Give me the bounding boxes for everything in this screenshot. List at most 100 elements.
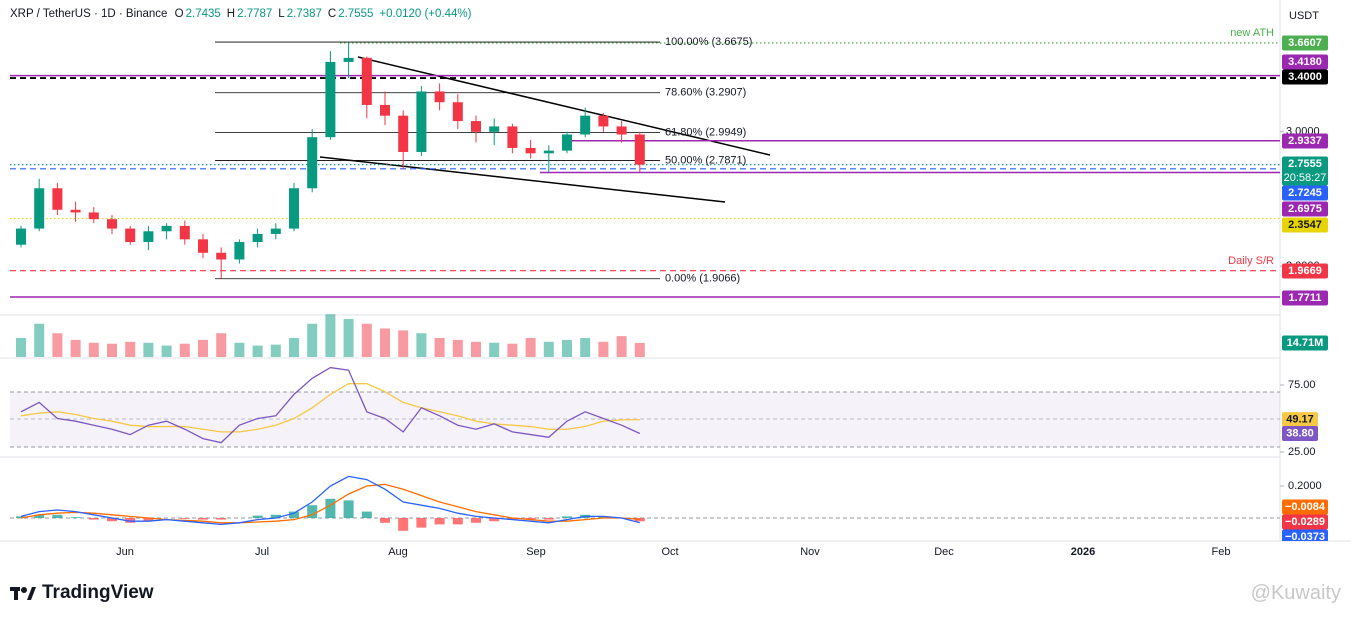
macd-labels: −0.0084 −0.0289 −0.0373 [1282,499,1328,543]
price-label-box [1282,35,1328,51]
volume-bar [52,333,63,357]
volume-bar [598,341,609,357]
candle-body [598,115,609,127]
macd-histogram [343,500,354,518]
candle-body [216,252,227,260]
macd-histogram [143,518,154,522]
candle-body [107,219,117,229]
signal-line [20,483,640,524]
macd-histogram [380,518,390,523]
macd-histogram [562,516,572,518]
candle-body [562,134,572,151]
ohlc-value: 2.7555 [338,8,374,20]
macd-histogram [452,518,463,525]
x-tick-label: Sep [526,546,546,558]
candle-body [452,102,463,122]
price-label: 3.4000 [1288,71,1322,83]
candle-body [471,121,481,132]
x-tick-label: Jul [255,546,269,558]
macd-histogram [525,518,536,520]
candle-body [34,188,45,229]
volume-bar [562,339,572,357]
ohlc-key: L [278,8,285,20]
volume-bar [580,338,591,357]
x-tick-label: Dec [934,546,954,558]
candle-body [252,233,263,243]
macd-label: −0.0084 [1285,501,1326,513]
candle-body [325,61,336,138]
macd-histogram [179,518,190,519]
price-label-box [1282,185,1328,201]
price-label: 2.7245 [1288,187,1322,199]
candle-body [70,209,81,213]
change: +0.0120 (+0.44%) [379,8,472,20]
volume-bar [434,338,445,357]
candle-body [52,188,63,210]
volume-bar [234,342,245,357]
ohlc-key: O [174,8,184,20]
ohlc-key: H [226,8,236,20]
price-label-box [1282,217,1328,233]
candle-body [198,239,208,253]
currency: USDT [1289,10,1319,22]
ohlc-value: 2.7787 [237,8,273,20]
macd-histogram [198,518,208,520]
rsi-ma-line [20,383,640,433]
macd-histogram [252,515,263,518]
candle-body [161,225,172,232]
candle-body [234,242,245,260]
volume-bar [88,342,99,357]
macd-histogram [325,498,336,518]
rsi-line [20,366,641,444]
volume-bar [380,328,390,357]
x-tick-label: 2026 [1071,546,1095,558]
price-label-box [1282,263,1328,279]
volume-bar [525,338,536,357]
macd-histogram [88,518,99,520]
candle-body [361,57,372,105]
volume-bar [634,343,645,357]
macd-label-box [1282,529,1328,541]
macd-label-box [1282,514,1328,530]
x-tick-label: Jun [116,546,134,558]
price-label: 1.9669 [1288,265,1322,277]
macd-histogram [289,511,299,518]
candle-body [143,231,154,243]
countdown: 20:58:27 [1284,172,1327,184]
macd-label: −0.0373 [1285,531,1325,543]
volume-bar [325,314,336,357]
macd-histogram [598,516,609,518]
candle-body [289,188,299,229]
volume-bar [398,330,409,357]
fib-label: 100.00% (3.6675) [665,36,752,48]
fib-label: 50.00% (2.7871) [665,154,746,166]
volume-bar [270,344,281,357]
candle-body [343,57,354,62]
volume-bar [307,323,318,357]
macd-histogram [107,518,117,522]
price-label-box [1282,54,1328,70]
watermark: @Kuwaity [1250,582,1341,604]
macd-histogram [216,518,227,520]
candle-body [416,91,427,152]
macd-label-box [1282,499,1328,515]
macd-histogram [307,505,318,518]
x-tick-label: Oct [661,546,678,558]
macd-histogram [416,518,427,528]
x-tick-label: Nov [800,546,820,558]
volume-label-box [1282,335,1328,351]
x-tick-label: Aug [388,546,408,558]
annotation: Daily S/R [1228,255,1274,267]
price-label: 3.4180 [1288,56,1322,68]
volume-bar [543,341,554,357]
volume-bar [107,343,117,357]
volume-bar [452,339,463,357]
volume-bar [198,339,208,357]
price-label: 2.9337 [1288,135,1322,147]
rsi-tick-label: 75.00 [1288,379,1316,391]
volume-bar [616,336,627,357]
fib-label: 0.00% (1.9066) [665,273,740,285]
rsi-label-box [1282,412,1318,428]
